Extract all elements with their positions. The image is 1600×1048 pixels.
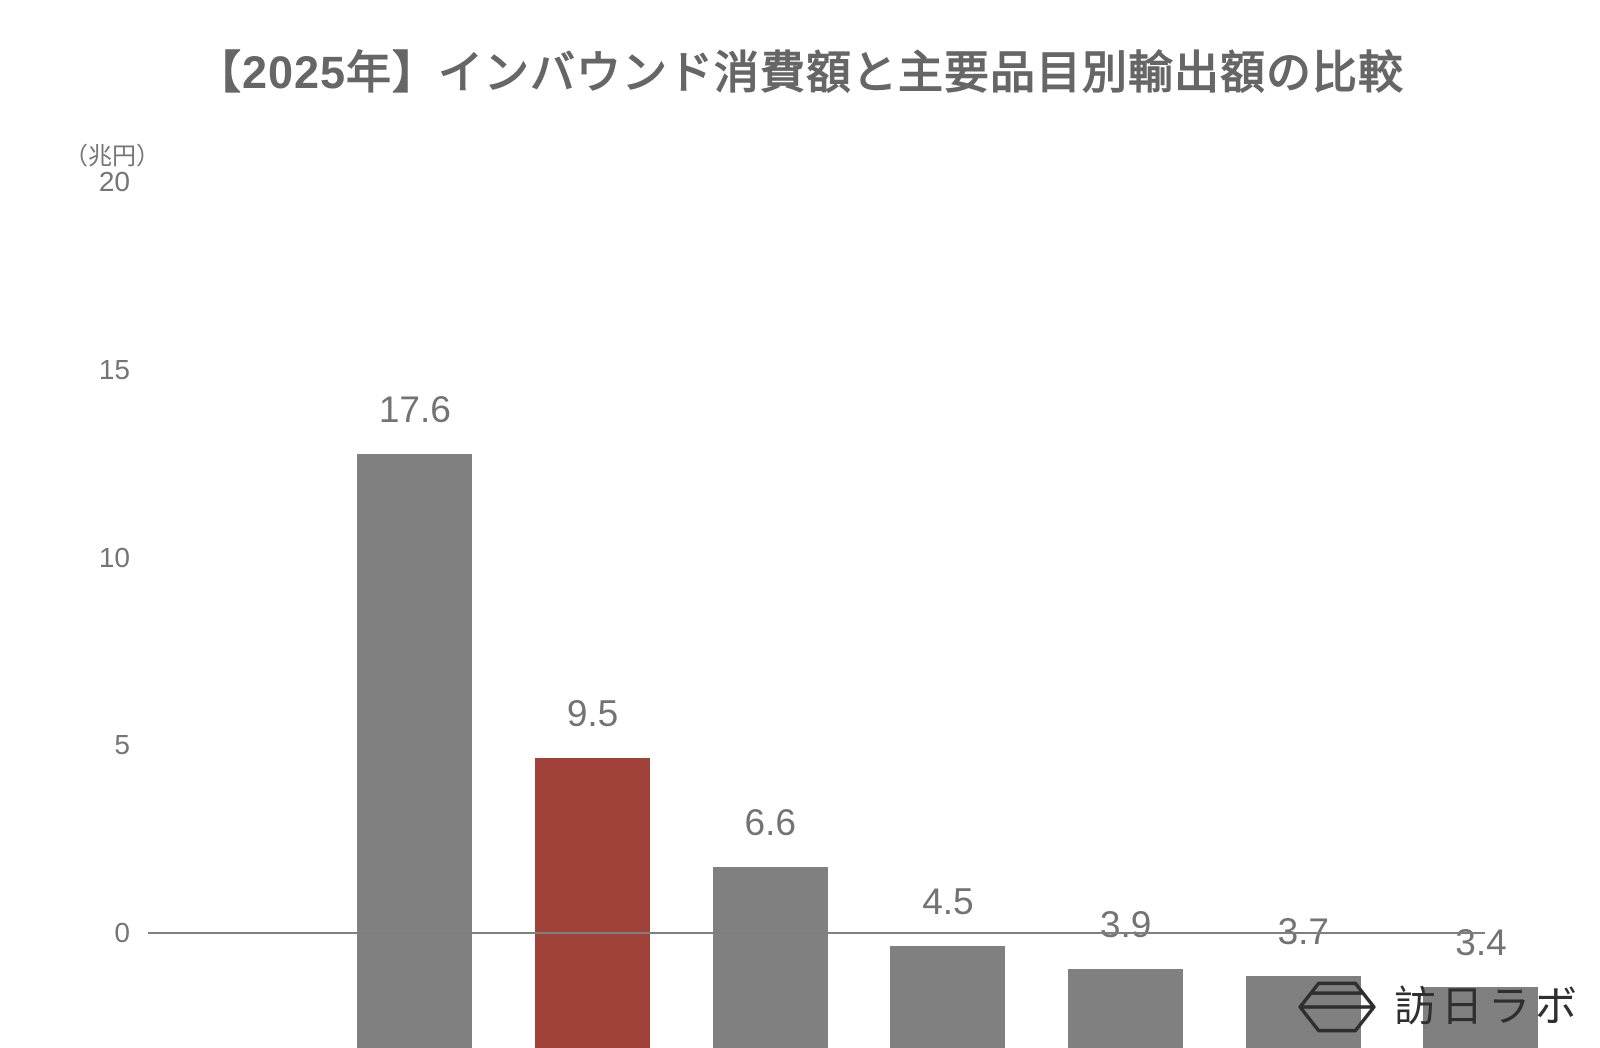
bars-container: 17.6自動車9.5インバウンド消費6.6半導体等電子部品4.5半導体等製造装置… [326, 364, 1570, 1048]
bar-column: 6.6半導体等電子部品 [681, 364, 859, 1048]
y-axis-unit-label: （兆円） [64, 143, 160, 170]
bar [1423, 987, 1539, 1048]
x-axis-line [148, 932, 1485, 934]
y-axis-tick-label: 15 [98, 353, 130, 385]
bar-value-label: 9.5 [566, 693, 619, 735]
plot-area: 17.6自動車9.5インバウンド消費6.6半導体等電子部品4.5半導体等製造装置… [148, 182, 1539, 1048]
bar [712, 867, 828, 1048]
bar-value-label: 3.9 [1099, 903, 1152, 945]
bar-value-label: 3.4 [1455, 922, 1507, 964]
bar-value-label: 4.5 [922, 881, 974, 923]
brand-logo: 訪日ラボ [1296, 976, 1582, 1038]
bar [357, 454, 473, 1048]
bar-column: 3.7自動車の部分品 [1214, 364, 1392, 1048]
brand-logo-text: 訪日ラボ [1393, 983, 1582, 1030]
chart-title: 【2025年】インバウンド消費額と主要品目別輸出額の比較 [195, 47, 1405, 98]
bar-column: 3.9鉄鋼 [1037, 364, 1215, 1048]
y-axis-tick-label: 20 [98, 166, 130, 197]
bar-column: 3.4プラスチック [1392, 364, 1570, 1048]
bar [535, 758, 651, 1048]
y-axis-tick-label: 10 [98, 541, 130, 573]
bar-column: 4.5半導体等製造装置 [859, 364, 1037, 1048]
bar-value-label: 3.7 [1277, 911, 1329, 953]
bar-column: 17.6自動車 [326, 364, 504, 1048]
bar-column: 9.5インバウンド消費 [504, 364, 682, 1048]
y-axis-tick-label: 0 [114, 917, 130, 948]
hexagon-logo-icon [1296, 976, 1378, 1038]
bar [1068, 968, 1184, 1048]
y-axis-tick-label: 5 [114, 729, 130, 761]
bar-value-label: 17.6 [378, 389, 451, 431]
bar-value-label: 6.6 [744, 802, 796, 844]
bar [890, 946, 1006, 1048]
